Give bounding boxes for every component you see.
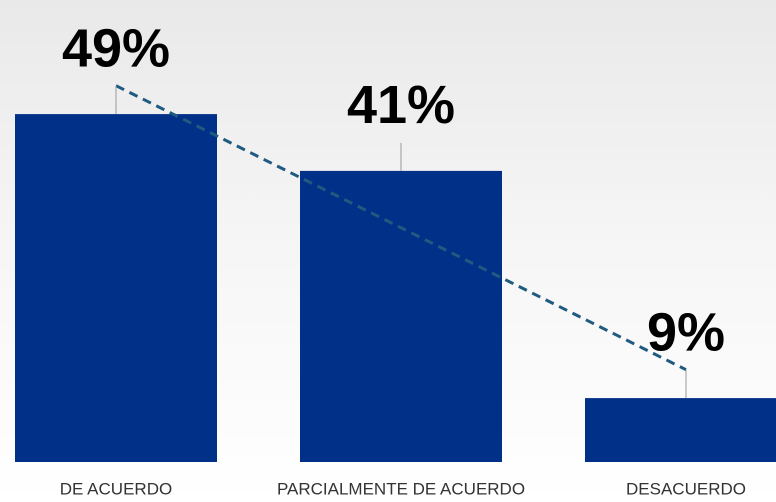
category-label: DE ACUERDO (60, 479, 172, 498)
value-label: 41% (347, 75, 455, 135)
bar (15, 114, 217, 462)
category-label: PARCIALMENTE DE ACUERDO (277, 479, 525, 498)
bar (585, 398, 776, 462)
value-label: 9% (647, 302, 725, 362)
category-label: DESACUERDO (626, 479, 746, 498)
chart: DE ACUERDO PARCIALMENTE DE ACUERDO DESACUE… (0, 0, 776, 502)
value-label: 49% (62, 18, 170, 78)
bar (300, 171, 502, 462)
